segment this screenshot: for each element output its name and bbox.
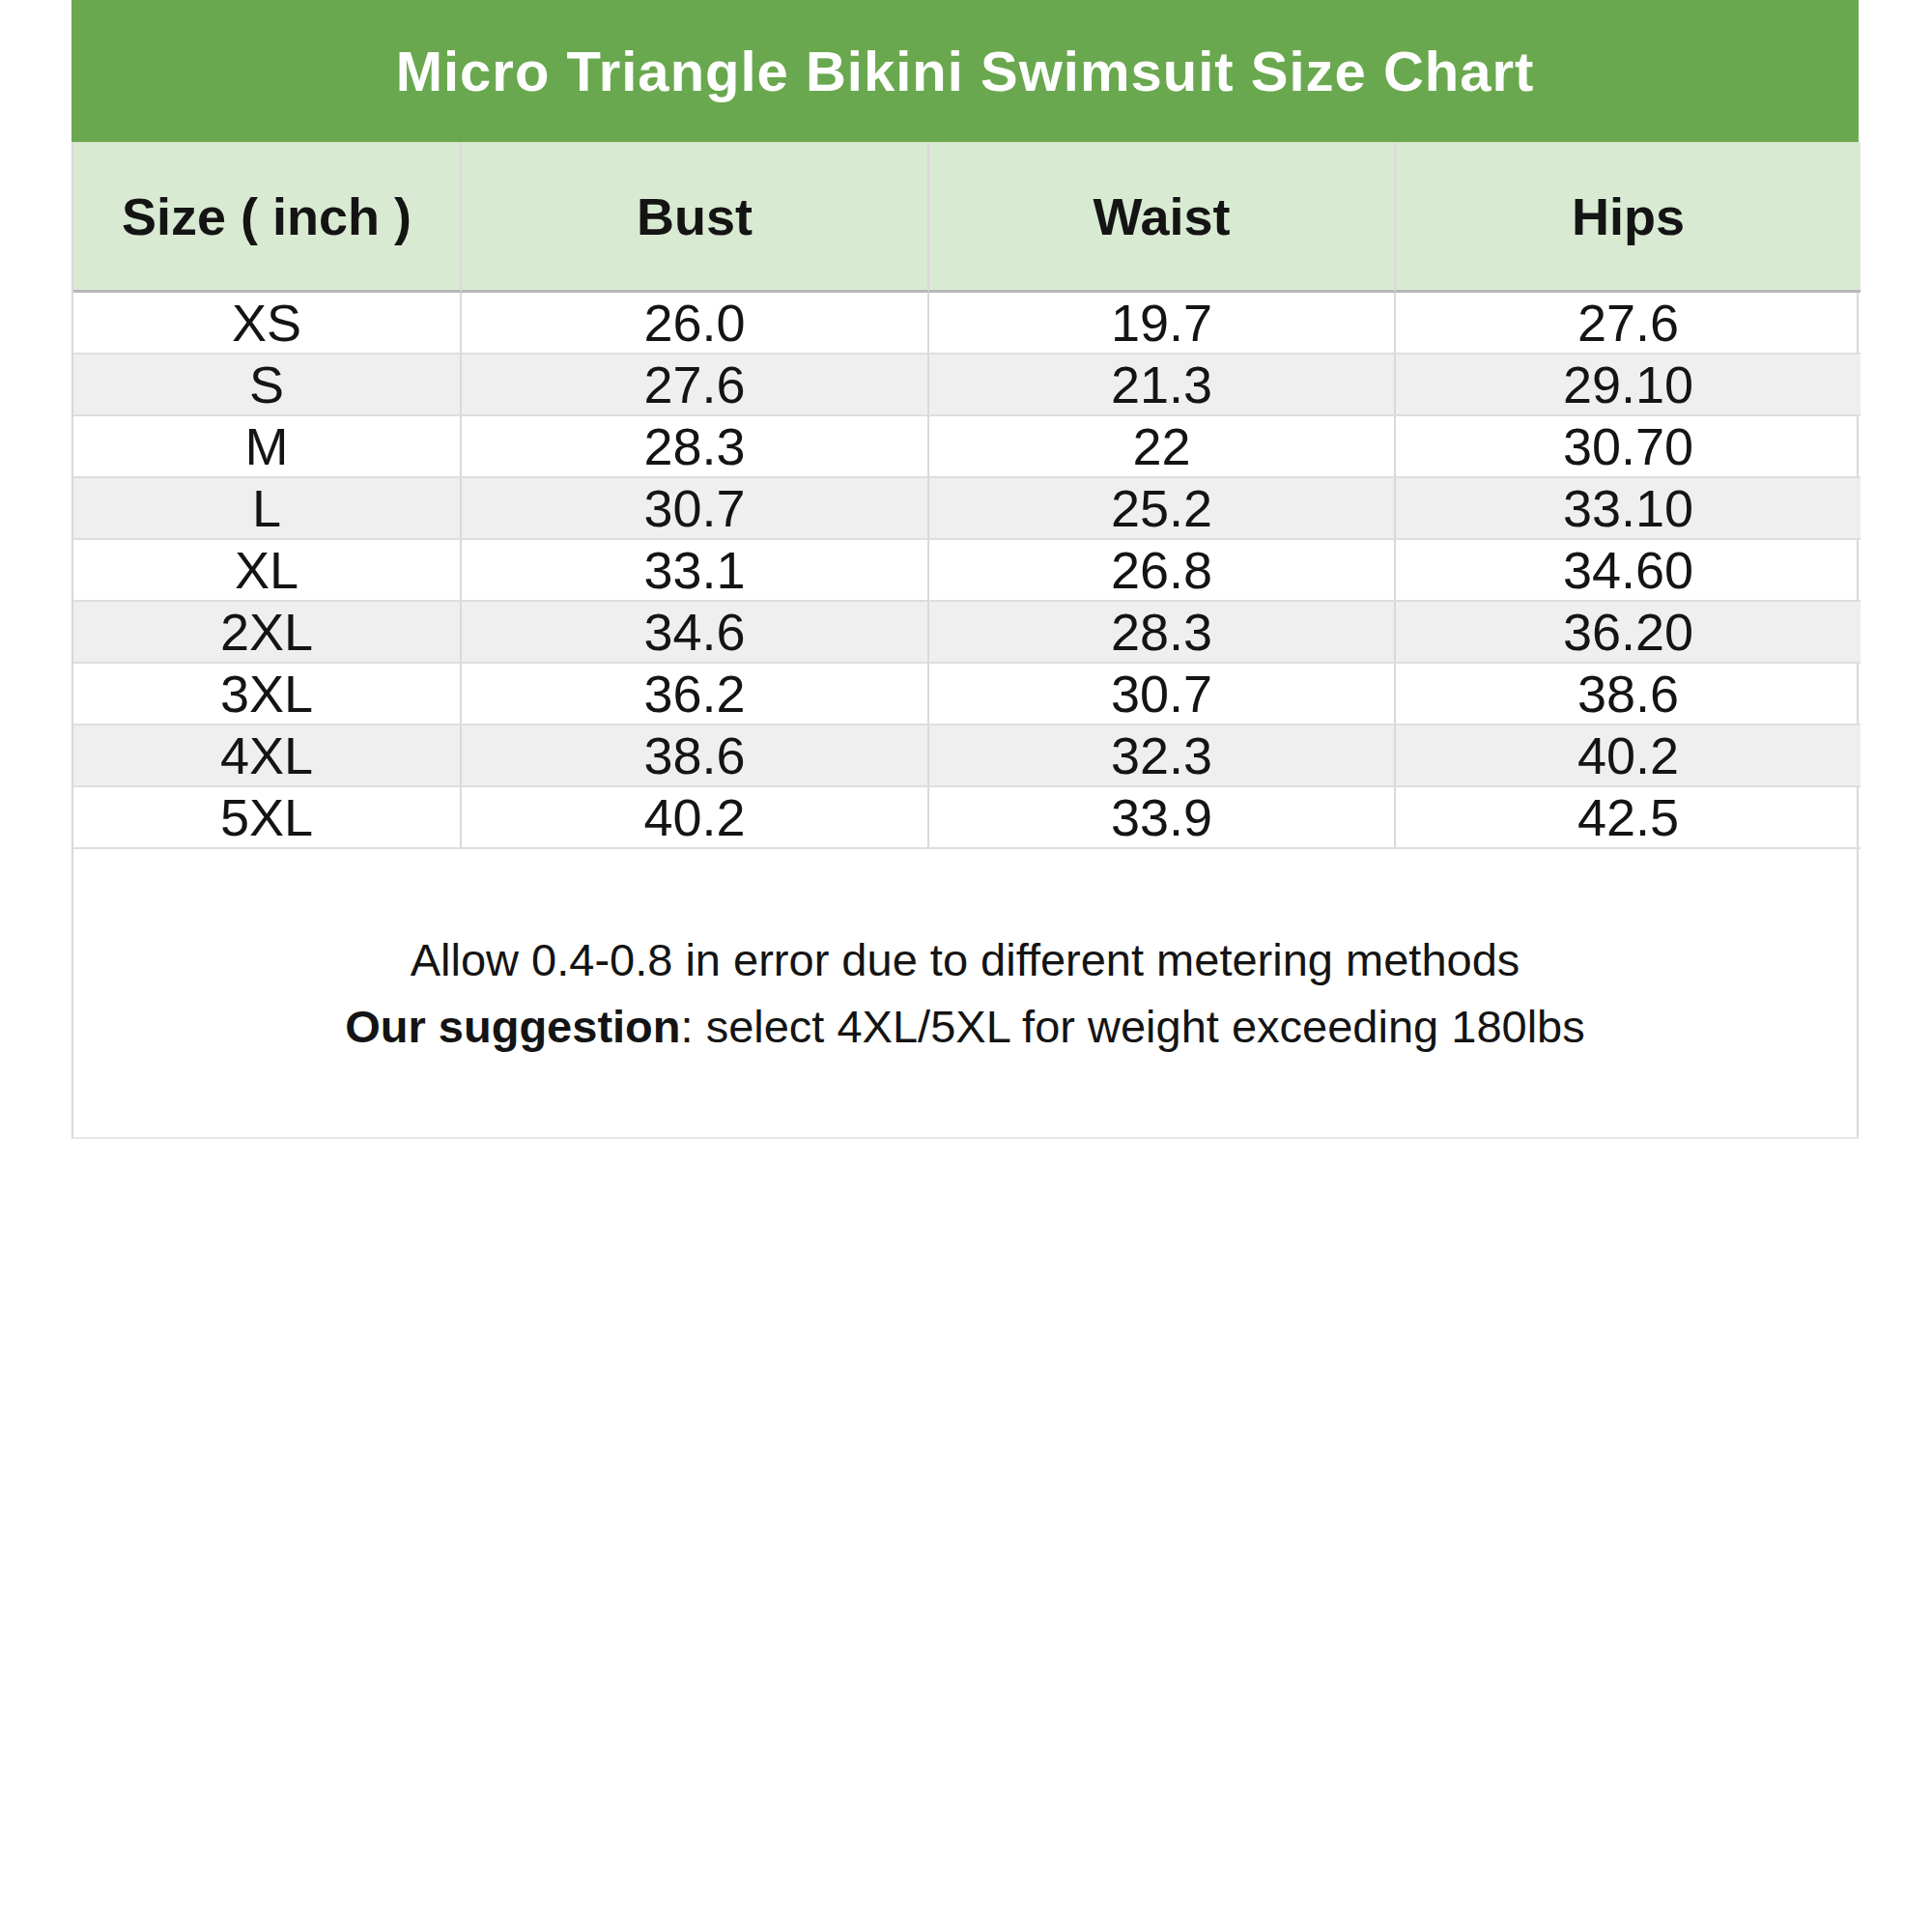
header-row: Size ( inch ) Bust Waist Hips (71, 142, 1859, 293)
size-label-cell: XS (73, 293, 462, 355)
size-label-cell: L (73, 478, 462, 540)
bust-value-cell: 33.1 (462, 540, 929, 602)
size-chart-table: Micro Triangle Bikini Swimsuit Size Char… (71, 0, 1859, 1139)
waist-value-cell: 32.3 (929, 725, 1396, 787)
size-label-cell: 4XL (73, 725, 462, 787)
hips-value-cell: 40.2 (1396, 725, 1861, 787)
hips-value-cell: 29.10 (1396, 355, 1861, 416)
chart-title: Micro Triangle Bikini Swimsuit Size Char… (71, 0, 1859, 142)
notes-section: Allow 0.4-0.8 in error due to different … (71, 849, 1859, 1139)
size-label-cell: 5XL (73, 787, 462, 849)
waist-value-cell: 19.7 (929, 293, 1396, 355)
note-suggestion-label: Our suggestion (345, 1001, 680, 1052)
bust-value-cell: 26.0 (462, 293, 929, 355)
size-label-cell: 3XL (73, 664, 462, 725)
waist-value-cell: 25.2 (929, 478, 1396, 540)
bust-value-cell: 38.6 (462, 725, 929, 787)
bust-value-cell: 30.7 (462, 478, 929, 540)
hips-value-cell: 27.6 (1396, 293, 1861, 355)
hips-value-cell: 30.70 (1396, 416, 1861, 478)
size-label-cell: 2XL (73, 602, 462, 664)
column-header-hips: Hips (1396, 142, 1861, 293)
waist-value-cell: 22 (929, 416, 1396, 478)
size-label-cell: XL (73, 540, 462, 602)
waist-value-cell: 28.3 (929, 602, 1396, 664)
bust-value-cell: 27.6 (462, 355, 929, 416)
note-error-tolerance: Allow 0.4-0.8 in error due to different … (411, 933, 1520, 986)
table-body: XS 26.0 19.7 27.6 S 27.6 21.3 29.10 M 28… (71, 293, 1859, 849)
bust-value-cell: 36.2 (462, 664, 929, 725)
hips-value-cell: 36.20 (1396, 602, 1861, 664)
hips-value-cell: 34.60 (1396, 540, 1861, 602)
note-suggestion: Our suggestion: select 4XL/5XL for weigh… (345, 1000, 1585, 1053)
waist-value-cell: 33.9 (929, 787, 1396, 849)
hips-value-cell: 42.5 (1396, 787, 1861, 849)
note-suggestion-text: : select 4XL/5XL for weight exceeding 18… (681, 1001, 1585, 1052)
hips-value-cell: 38.6 (1396, 664, 1861, 725)
column-header-waist: Waist (929, 142, 1396, 293)
bust-value-cell: 28.3 (462, 416, 929, 478)
size-label-cell: M (73, 416, 462, 478)
bust-value-cell: 40.2 (462, 787, 929, 849)
hips-value-cell: 33.10 (1396, 478, 1861, 540)
column-header-size: Size ( inch ) (73, 142, 462, 293)
waist-value-cell: 21.3 (929, 355, 1396, 416)
column-header-bust: Bust (462, 142, 929, 293)
size-label-cell: S (73, 355, 462, 416)
waist-value-cell: 30.7 (929, 664, 1396, 725)
waist-value-cell: 26.8 (929, 540, 1396, 602)
bust-value-cell: 34.6 (462, 602, 929, 664)
